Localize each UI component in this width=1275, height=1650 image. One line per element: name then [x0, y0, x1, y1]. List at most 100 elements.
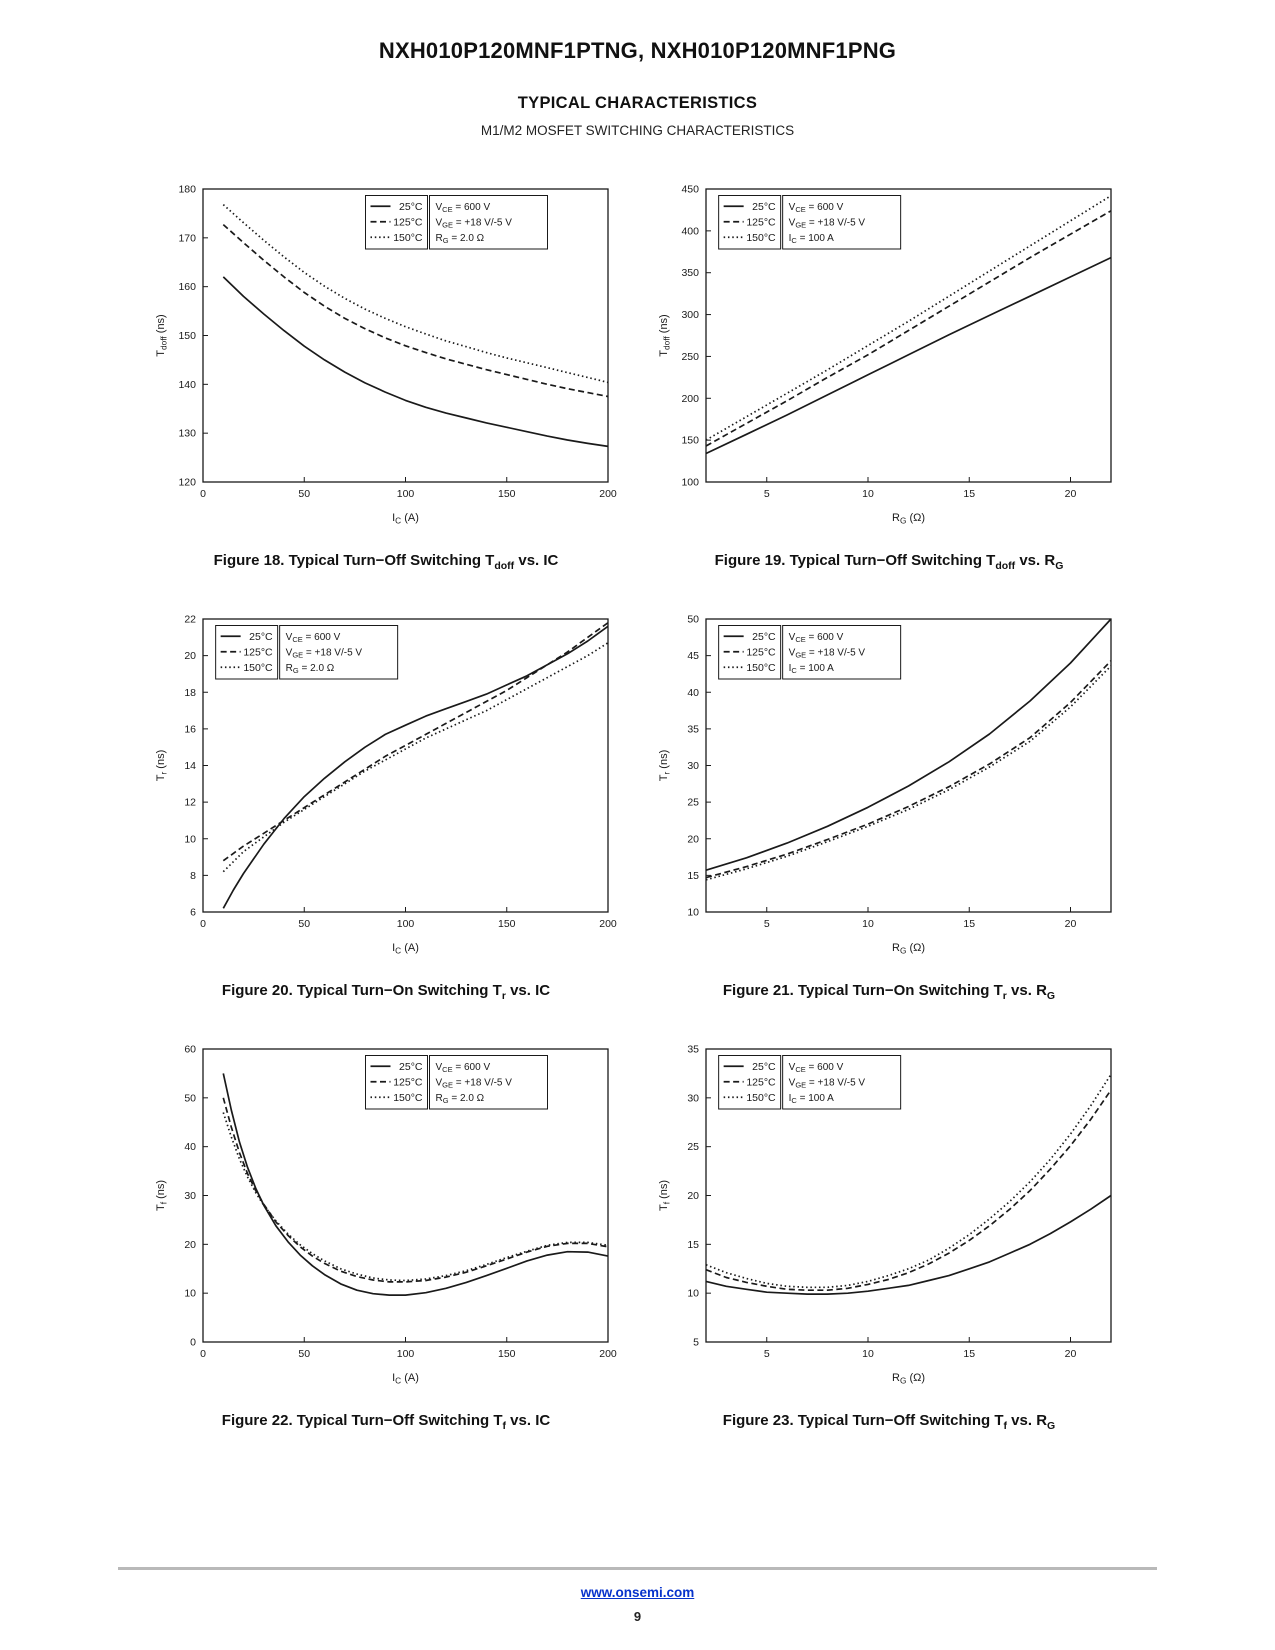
svg-text:20: 20 [1065, 488, 1077, 500]
svg-text:100: 100 [397, 918, 415, 930]
svg-text:VCE = 600 V: VCE = 600 V [436, 202, 491, 214]
figure-20: 0 50 100 150 200 6 8 10 12 14 16 18 20 22 IC (A) Tr (ns… [143, 610, 630, 1002]
svg-text:10: 10 [862, 918, 874, 930]
svg-text:150°C: 150°C [746, 232, 776, 244]
svg-text:VGE = +18 V/-5 V: VGE = +18 V/-5 V [436, 217, 513, 229]
svg-text:150°C: 150°C [746, 1092, 776, 1104]
svg-text:20: 20 [687, 833, 699, 845]
svg-text:150: 150 [178, 330, 196, 342]
svg-text:35: 35 [687, 723, 699, 735]
figure-23: 5 10 15 20 5 10 15 20 25 30 35 RG (Ω) Tf (ns) 25°C 125… [646, 1040, 1133, 1432]
chart-canvas: 0 50 100 150 200 120 130 140 150 160 170 180 IC (A) T… [151, 180, 621, 528]
svg-text:30: 30 [687, 760, 699, 772]
svg-text:14: 14 [184, 760, 196, 772]
chart-tr-vs-rg: 5 10 15 20 10 15 20 25 30 35 40 45 50 RG (Ω) Tr (ns) 25… [654, 610, 1124, 958]
onsemi-link[interactable]: www.onsemi.com [580, 1585, 695, 1600]
figure-22: 0 50 100 150 200 0 10 20 30 40 50 60 IC (A) Tf (ns) 25… [143, 1040, 630, 1432]
svg-text:0: 0 [200, 918, 206, 930]
svg-text:125°C: 125°C [393, 216, 423, 228]
page-footer: www.onsemi.com 9 [0, 1567, 1275, 1624]
chart-canvas: 5 10 15 20 100 150 200 250 300 350 400 450 RG (Ω) Tdo… [654, 180, 1124, 528]
svg-text:25°C: 25°C [752, 631, 776, 643]
svg-text:RG = 2.0 Ω: RG = 2.0 Ω [286, 663, 335, 675]
figure-23-caption: Figure 23. Typical Turn−Off Switching Tf… [722, 1412, 1056, 1432]
svg-text:250: 250 [681, 351, 699, 363]
svg-text:10: 10 [687, 907, 699, 919]
svg-text:60: 60 [184, 1044, 196, 1056]
svg-text:200: 200 [599, 1348, 617, 1360]
svg-text:150°C: 150°C [746, 662, 776, 674]
svg-text:20: 20 [1065, 918, 1077, 930]
svg-text:180: 180 [178, 184, 196, 196]
footer-divider [118, 1567, 1157, 1570]
svg-text:5: 5 [764, 1348, 770, 1360]
svg-text:RG (Ω): RG (Ω) [892, 1372, 925, 1385]
svg-text:130: 130 [178, 428, 196, 440]
charts-grid: 0 50 100 150 200 120 130 140 150 160 170 180 IC (A) T… [0, 180, 1275, 1432]
svg-text:300: 300 [681, 309, 699, 321]
svg-text:IC (A): IC (A) [392, 1372, 419, 1385]
svg-text:200: 200 [599, 488, 617, 500]
svg-text:Tdoff (ns): Tdoff (ns) [658, 314, 671, 356]
svg-text:25°C: 25°C [399, 1061, 423, 1073]
svg-text:200: 200 [681, 393, 699, 405]
svg-text:15: 15 [963, 918, 975, 930]
svg-text:140: 140 [178, 379, 196, 391]
section-title: TYPICAL CHARACTERISTICS [517, 94, 758, 112]
svg-text:125°C: 125°C [746, 646, 776, 658]
svg-text:350: 350 [681, 267, 699, 279]
svg-text:6: 6 [190, 907, 196, 919]
svg-text:125°C: 125°C [746, 1076, 776, 1088]
figure-19-caption: Figure 19. Typical Turn−Off Switching Td… [714, 552, 1064, 572]
svg-text:200: 200 [599, 918, 617, 930]
figure-19: 5 10 15 20 100 150 200 250 300 350 400 450 RG (Ω) Tdo… [646, 180, 1133, 572]
svg-text:15: 15 [687, 870, 699, 882]
svg-text:40: 40 [184, 1141, 196, 1153]
page-number: 9 [633, 1609, 642, 1624]
svg-text:150°C: 150°C [393, 232, 423, 244]
svg-text:150: 150 [681, 435, 699, 447]
svg-text:15: 15 [687, 1239, 699, 1251]
svg-text:IC (A): IC (A) [392, 942, 419, 955]
svg-text:8: 8 [190, 870, 196, 882]
svg-text:VGE = +18 V/-5 V: VGE = +18 V/-5 V [789, 217, 866, 229]
svg-text:Tr (ns): Tr (ns) [155, 750, 168, 782]
chart-tf-vs-ic: 0 50 100 150 200 0 10 20 30 40 50 60 IC (A) Tf (ns) 25… [151, 1040, 621, 1388]
figure-18-caption: Figure 18. Typical Turn−Off Switching Td… [213, 552, 559, 572]
chart-canvas: 0 50 100 150 200 6 8 10 12 14 16 18 20 22 IC (A) Tr (ns… [151, 610, 621, 958]
svg-text:30: 30 [687, 1092, 699, 1104]
svg-text:22: 22 [184, 614, 196, 626]
svg-text:12: 12 [184, 797, 196, 809]
svg-text:Tdoff (ns): Tdoff (ns) [155, 314, 168, 356]
svg-text:0: 0 [200, 1348, 206, 1360]
svg-text:RG = 2.0 Ω: RG = 2.0 Ω [436, 1093, 485, 1105]
chart-tf-vs-rg: 5 10 15 20 5 10 15 20 25 30 35 RG (Ω) Tf (ns) 25°C 125… [654, 1040, 1124, 1388]
svg-text:120: 120 [178, 477, 196, 489]
figure-18: 0 50 100 150 200 120 130 140 150 160 170 180 IC (A) T… [143, 180, 630, 572]
svg-text:IC = 100 A: IC = 100 A [789, 663, 835, 675]
svg-text:170: 170 [178, 232, 196, 244]
section-subtitle: M1/M2 MOSFET SWITCHING CHARACTERISTICS [480, 123, 795, 138]
svg-text:VCE = 600 V: VCE = 600 V [436, 1062, 491, 1074]
svg-text:20: 20 [687, 1190, 699, 1202]
svg-text:15: 15 [963, 488, 975, 500]
svg-text:20: 20 [184, 1239, 196, 1251]
svg-text:VCE = 600 V: VCE = 600 V [286, 632, 341, 644]
figure-20-caption: Figure 20. Typical Turn−On Switching Tr … [221, 982, 551, 1002]
svg-text:RG = 2.0 Ω: RG = 2.0 Ω [436, 233, 485, 245]
svg-text:20: 20 [1065, 1348, 1077, 1360]
svg-text:125°C: 125°C [746, 216, 776, 228]
svg-text:25°C: 25°C [752, 1061, 776, 1073]
svg-text:150°C: 150°C [393, 1092, 423, 1104]
svg-text:Tf (ns): Tf (ns) [155, 1180, 168, 1211]
chart-tr-vs-ic: 0 50 100 150 200 6 8 10 12 14 16 18 20 22 IC (A) Tr (ns… [151, 610, 621, 958]
svg-text:15: 15 [963, 1348, 975, 1360]
svg-text:Tf (ns): Tf (ns) [658, 1180, 671, 1211]
svg-text:40: 40 [687, 687, 699, 699]
svg-text:30: 30 [184, 1190, 196, 1202]
svg-text:100: 100 [397, 1348, 415, 1360]
svg-text:100: 100 [681, 477, 699, 489]
svg-text:VCE = 600 V: VCE = 600 V [789, 202, 844, 214]
svg-text:25°C: 25°C [399, 201, 423, 213]
